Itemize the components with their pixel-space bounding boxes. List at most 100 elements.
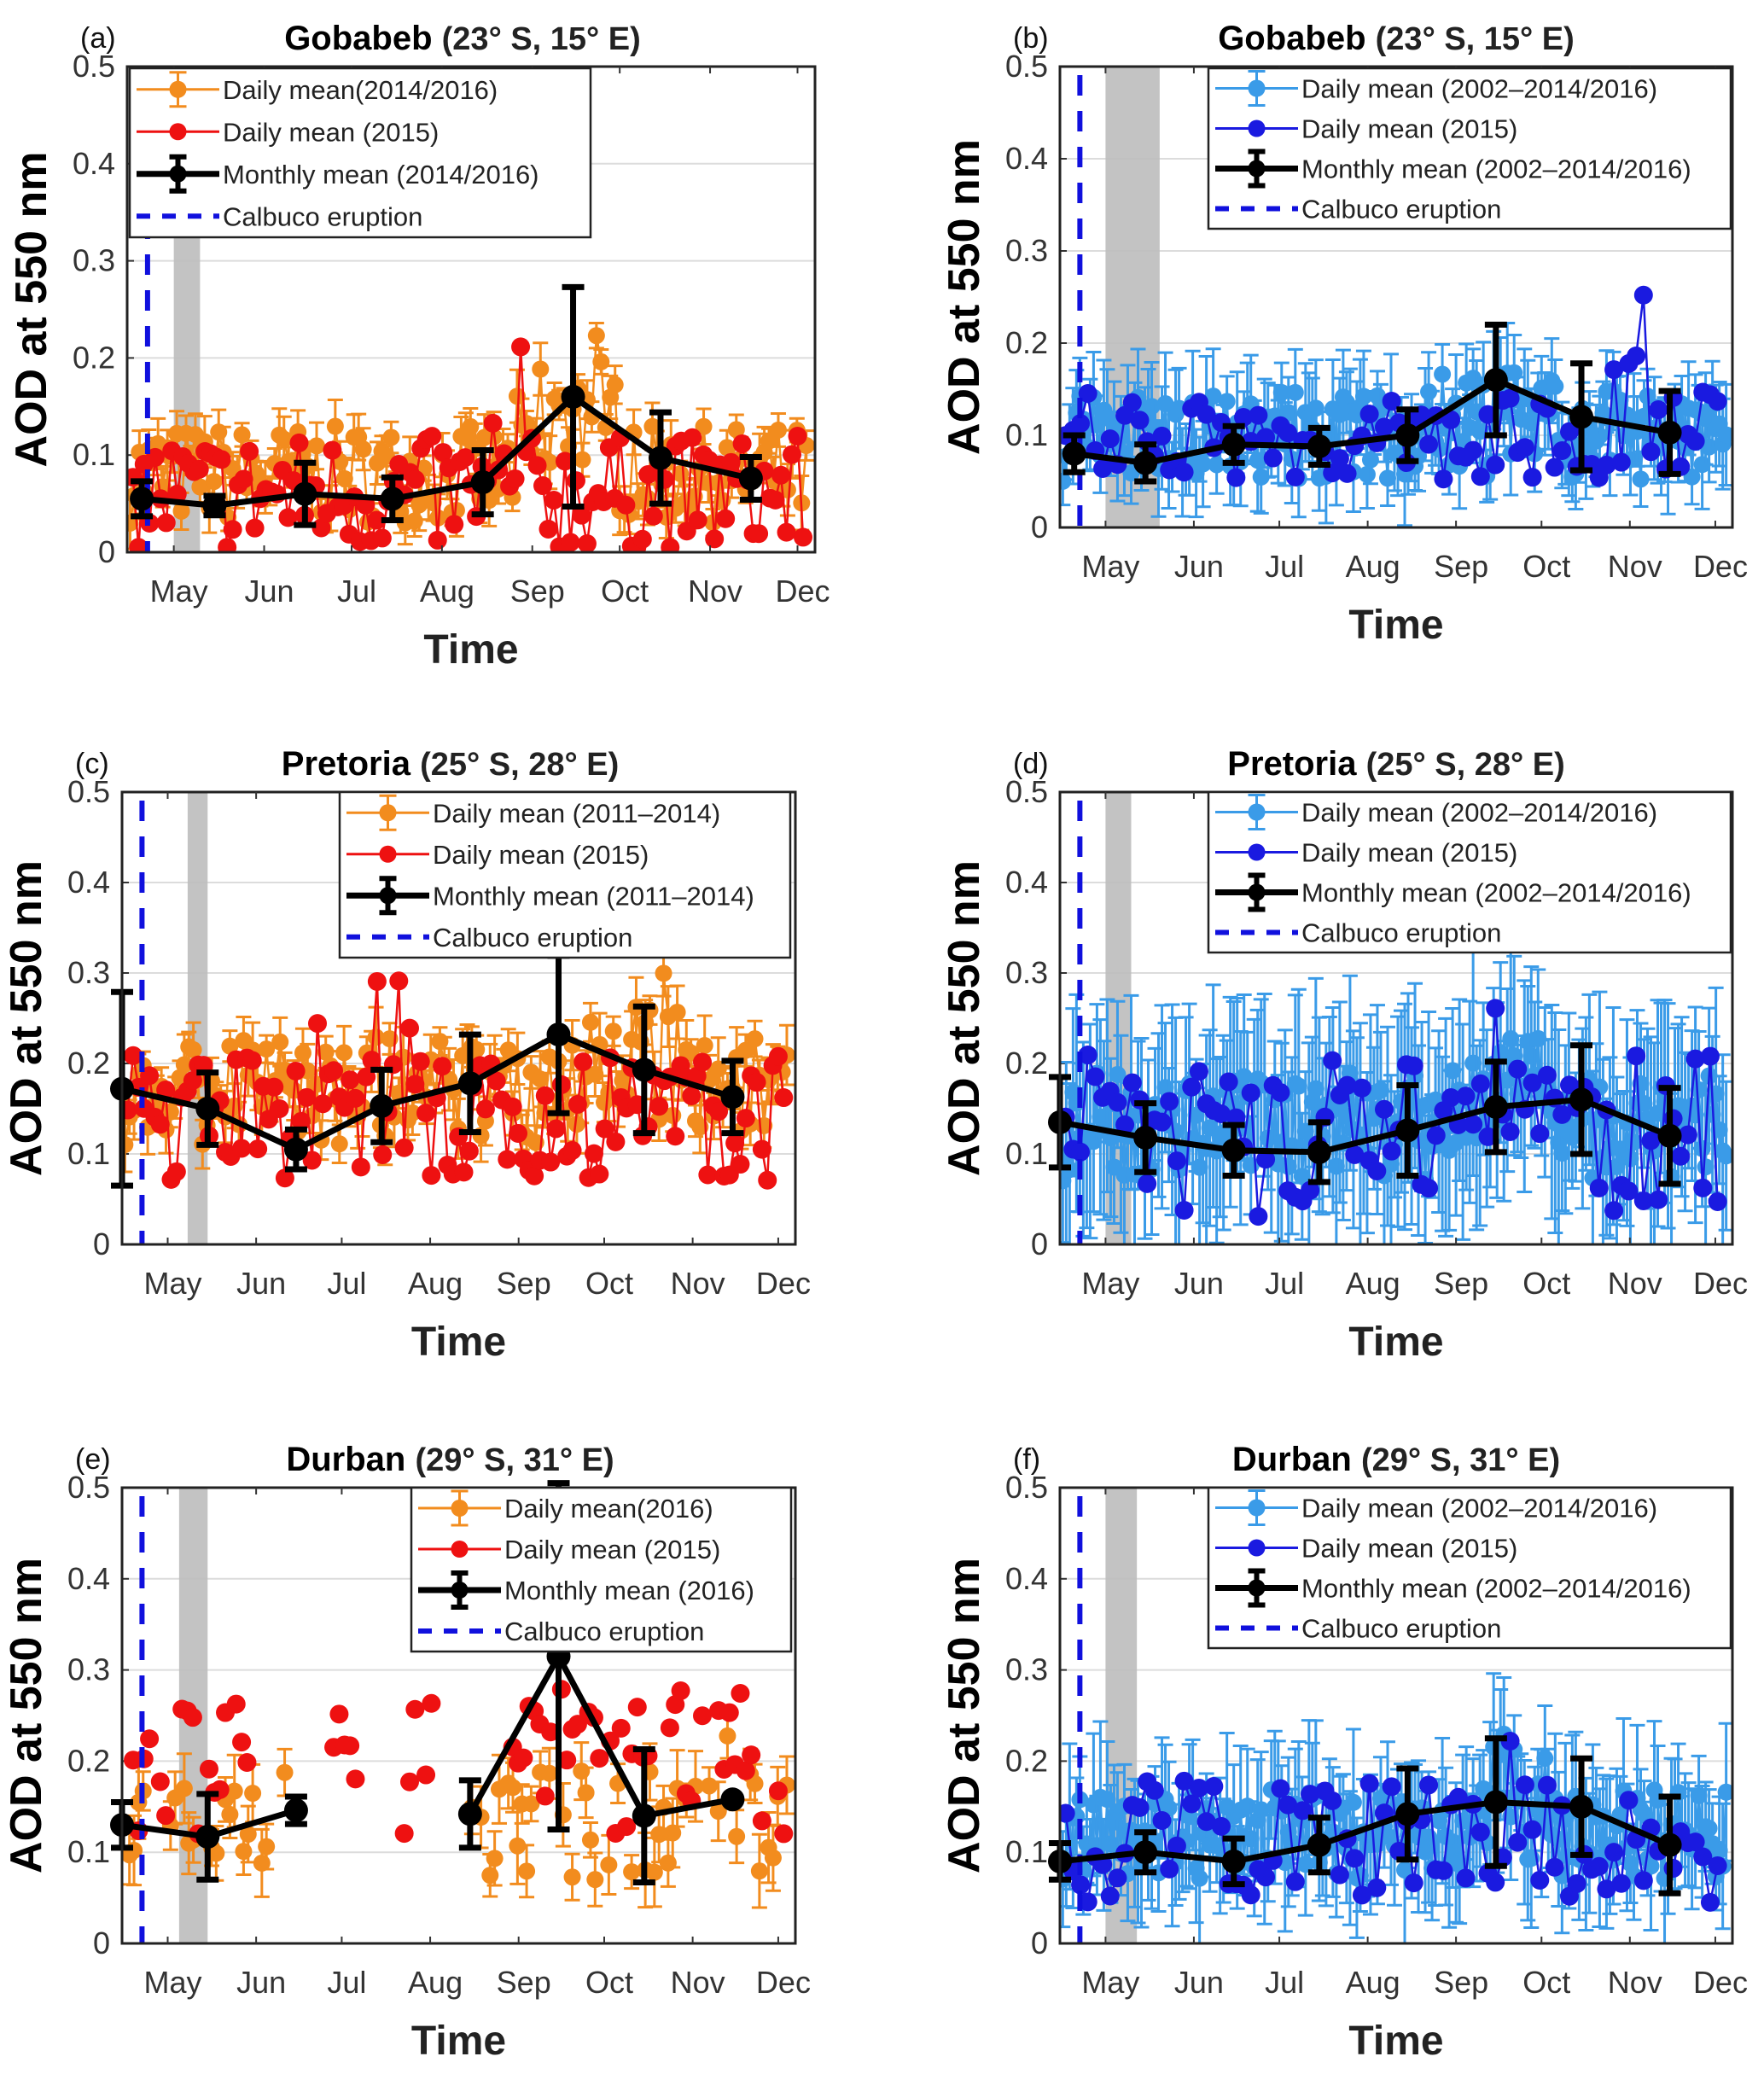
- legend-label: Calbuco eruption: [1301, 195, 1501, 224]
- x-tick-label: Jun: [1174, 1965, 1224, 2000]
- climatology-point: [522, 1795, 540, 1813]
- year2015-point: [1189, 1778, 1208, 1797]
- climatology-point: [1717, 1147, 1732, 1165]
- year2015-point: [693, 1706, 713, 1726]
- climatology-point: [258, 1040, 276, 1058]
- year2015-point: [1478, 1127, 1498, 1146]
- panel-d: 0 0.1 0.2 0.3 0.4 0.5 May Jun Jul Aug Sep Oct Nov Dec…: [940, 745, 1748, 1365]
- monthly-mean-point: [370, 1093, 394, 1118]
- year2015-point: [1241, 1083, 1260, 1103]
- monthly-mean-point: [130, 486, 154, 511]
- y-tick-label: 0.2: [67, 1743, 110, 1778]
- monthly-mean-line: [121, 1031, 734, 1153]
- x-tick-label: Dec: [1693, 549, 1748, 584]
- year2015-point: [1685, 1049, 1705, 1069]
- year2015-point: [156, 1806, 176, 1826]
- year2015-point: [541, 1152, 561, 1172]
- climatology-point: [504, 1779, 522, 1797]
- year2015-point: [1611, 1873, 1631, 1893]
- year2015-point: [232, 1139, 252, 1158]
- x-tick-label: Dec: [1693, 1965, 1748, 2000]
- year2015-point: [459, 1141, 479, 1161]
- year2015-point: [627, 1698, 647, 1717]
- year2015-point: [1404, 1873, 1423, 1893]
- year2015-point: [486, 1071, 506, 1091]
- x-tick-label: Sep: [1434, 1965, 1488, 2000]
- year2015-point: [1700, 1892, 1720, 1912]
- x-tick-label: Sep: [510, 574, 565, 609]
- year2015-point: [311, 518, 331, 538]
- monthly-mean-point: [380, 486, 405, 511]
- legend-item: Calbuco eruption: [1215, 1614, 1501, 1644]
- year2015-point: [539, 519, 558, 539]
- x-tick-label: Jul: [327, 1965, 366, 2000]
- year2015-point: [1330, 1865, 1349, 1885]
- year2015-point: [1263, 448, 1283, 468]
- year2015-point: [682, 1086, 702, 1105]
- year2015-point: [1530, 1870, 1550, 1890]
- year2015-point: [1486, 1873, 1505, 1892]
- climatology-point: [1194, 455, 1212, 473]
- data-layer: [1060, 945, 1732, 1244]
- year2015-point: [595, 1119, 614, 1139]
- year2015-point: [422, 1693, 441, 1713]
- year2015-point: [1167, 1836, 1186, 1856]
- y-tick-label: 0.1: [67, 1136, 110, 1171]
- y-tick-label: 0.1: [1005, 1834, 1048, 1869]
- legend-label: Daily mean (2002–2014/2016): [1301, 798, 1657, 828]
- year2015-point: [1100, 429, 1120, 449]
- year2015-point: [1122, 1073, 1142, 1092]
- year2015-point: [1086, 1067, 1105, 1087]
- year2015-point: [568, 1715, 587, 1734]
- year2015-point: [1441, 1088, 1461, 1108]
- year2015-point: [1115, 1115, 1135, 1134]
- year2015-point: [248, 1139, 268, 1159]
- y-tick-label: 0: [93, 1925, 110, 1960]
- year2015-point: [616, 495, 636, 515]
- year2015-point: [416, 1104, 436, 1123]
- monthly-mean-point: [1221, 1138, 1246, 1162]
- year2015-point: [410, 1052, 430, 1071]
- title-coords: (23° S, 15° E): [442, 21, 641, 57]
- year2015-point: [617, 1817, 637, 1837]
- year2015-point: [525, 1166, 544, 1186]
- title-coords: (25° S, 28° E): [420, 747, 619, 783]
- year2015-point: [1419, 1775, 1439, 1795]
- year2015-point: [1589, 1856, 1609, 1876]
- year2015-point: [1359, 405, 1379, 424]
- monthly-mean-point: [195, 1097, 220, 1121]
- year2015-point: [245, 518, 265, 538]
- year2015-point: [1278, 423, 1298, 443]
- x-tick-label: Jul: [1265, 1266, 1304, 1301]
- year2015-point: [199, 1759, 218, 1779]
- year2015-point: [1130, 1797, 1150, 1817]
- climatology-point: [1434, 365, 1452, 383]
- year2015-point: [1708, 1856, 1727, 1875]
- year2015-point: [226, 1694, 246, 1714]
- climatology-point: [294, 1044, 311, 1062]
- legend-marker-icon: [1248, 79, 1266, 97]
- year2015-point: [1671, 1146, 1691, 1166]
- year2015-point: [405, 1075, 425, 1094]
- year2015-point: [1152, 1112, 1172, 1132]
- monthly-mean-point: [1221, 1849, 1246, 1873]
- year2015-point: [422, 1166, 441, 1186]
- climatology-point: [587, 327, 605, 345]
- year2015-point: [1685, 1832, 1705, 1852]
- year2015-point: [561, 533, 580, 552]
- year2015-point: [341, 1070, 360, 1090]
- year2015-point: [346, 1769, 365, 1789]
- climatology-point: [586, 1871, 604, 1889]
- monthly-mean-point: [561, 384, 585, 409]
- climatology-point: [581, 1831, 599, 1849]
- climatology-point: [719, 1727, 736, 1745]
- year2015-point: [399, 1018, 419, 1038]
- legend-marker-icon: [451, 1582, 469, 1599]
- year2015-point: [577, 534, 597, 552]
- year2015-point: [1093, 459, 1113, 479]
- climatology-point: [727, 421, 745, 439]
- year2015-point: [562, 1140, 582, 1160]
- monthly-mean-point: [202, 493, 227, 518]
- climatology-point: [532, 360, 550, 378]
- title-coords: (25° S, 28° E): [1366, 747, 1565, 783]
